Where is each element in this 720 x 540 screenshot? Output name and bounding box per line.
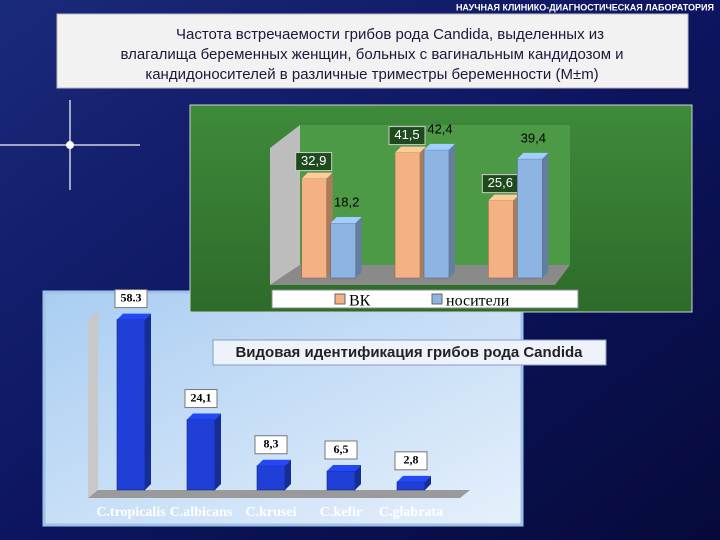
flare [0,100,140,190]
bar-top [424,143,455,150]
bar-front [116,319,146,491]
bar-side [355,465,361,490]
bar-front [330,222,356,279]
value-label-box [184,389,218,409]
value-label: 32,9 [301,153,326,168]
bar-top [327,465,361,471]
floor [88,490,470,498]
value-label: 58.3 [121,290,142,304]
value-label-box [394,451,428,471]
value-label: 6,5 [334,442,349,456]
header: НАУЧНАЯ КЛИНИКО-ДИАГНОСТИЧЕСКАЯ ЛАБОРАТО… [456,2,714,12]
bar [517,152,549,279]
bar-front [396,481,426,491]
bar-front [256,465,286,491]
title-line: Частота встречаемости грибов рода Candid… [176,26,604,43]
bar [301,172,333,279]
x-tick-label: C.kefir [320,505,362,520]
value-label: 2,8 [404,453,419,467]
bar [396,475,431,491]
chart-species-title: Видовая идентификация грибов рода Candid… [212,339,607,366]
chart-trimesters: 32,9 41,5 25,6 ВК 18,2 42,4 39,4 носители [189,104,693,313]
legend-swatch [431,293,443,305]
chart-title: Видовая идентификация грибов рода Candid… [235,344,583,361]
bar [256,459,291,491]
value-label-box [295,152,333,172]
bar-top [517,152,549,159]
legend-label: ВК [349,293,371,310]
bar-front [423,149,450,279]
value-label: 41,5 [394,127,419,142]
value-label: 24,1 [191,390,212,404]
title-line: влагалища беременных женщин, больных с в… [120,46,623,63]
legend-label: носители [446,293,510,310]
bar-side [285,459,291,490]
bar-top [301,172,333,179]
bar-front [394,152,421,279]
bar-side [215,413,221,490]
x-tick-label: C.krusei [246,505,297,520]
bar [186,413,221,491]
value-label-box [324,440,358,460]
bar [488,194,520,279]
bar-top [330,216,362,223]
bar-top [187,413,221,420]
bar-side [542,152,549,278]
x-tick-label: C.albicans [170,505,233,520]
x-tick-label: C.tropicalis [96,505,166,520]
bar-front [517,158,543,279]
bar-top [488,194,520,201]
bar-top [257,459,291,466]
x-tick-label: C.glabrata [379,505,443,520]
bar [330,216,362,279]
bar [423,143,455,279]
value-label: 18,2 [334,194,359,209]
bar-front [301,178,327,279]
bar-front [488,200,514,279]
bar [326,465,361,491]
legend [271,289,579,309]
bar [116,313,151,491]
bar-side [425,475,431,490]
bar-top [397,475,431,482]
bar-side [355,216,362,278]
wall [88,310,98,498]
legend-swatch [334,293,346,305]
bar-front [186,419,216,491]
value-label: 8,3 [264,436,279,450]
bar-top [395,146,426,153]
title-box [56,13,689,89]
bar [394,146,426,279]
value-label-box [254,435,288,455]
wall [270,125,300,285]
bar-side [145,313,151,490]
value-label-box [388,126,426,146]
chart-species: 58.3 C.tropicalis 24,1 C.albicans 8,3 C.kruse… [42,289,524,527]
title-line: кандидоносителей в различные триместры б… [145,66,598,83]
title-box [212,339,607,366]
bar-side [449,143,455,278]
value-label-box [114,289,148,309]
value-label: 42,4 [427,121,452,136]
value-label: 39,4 [521,130,546,145]
value-label: 25,6 [488,175,513,190]
bar-top [117,313,151,320]
bar-front [326,470,356,491]
